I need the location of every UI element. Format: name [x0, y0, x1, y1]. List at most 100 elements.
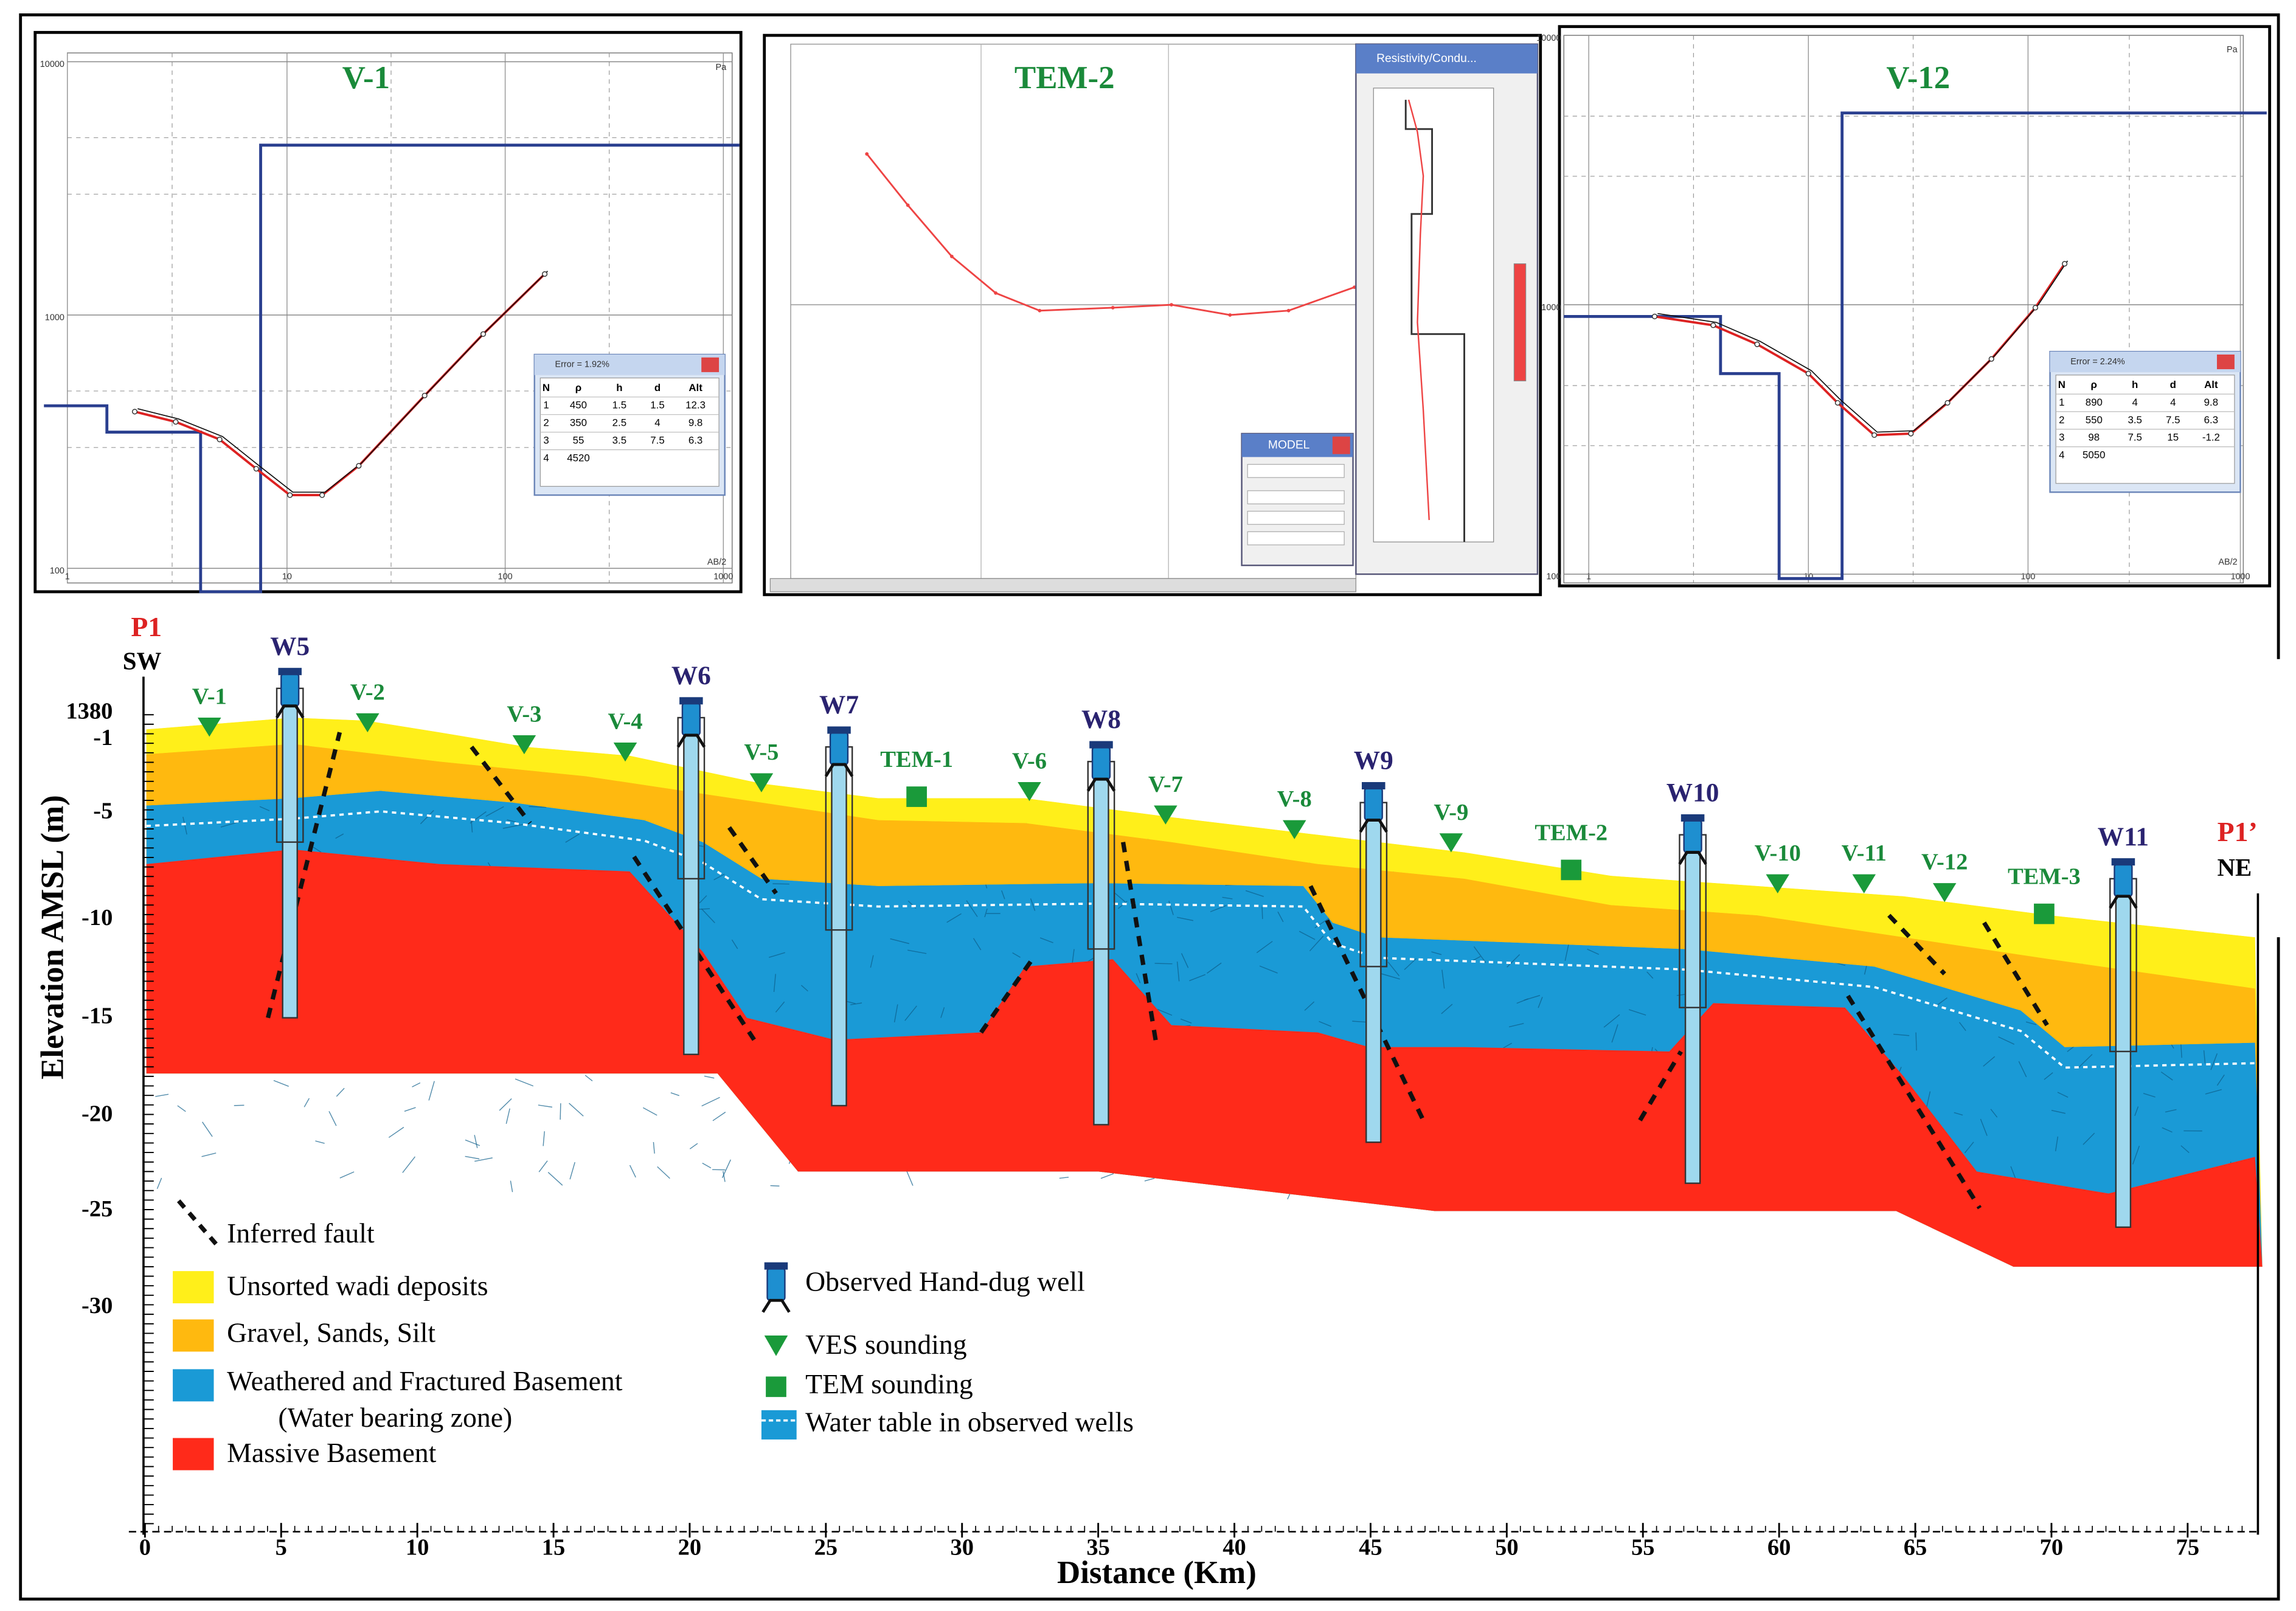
fracture	[538, 1160, 548, 1173]
inset-title: V-12	[1886, 60, 1950, 95]
fracture	[1001, 890, 1005, 899]
close-button	[2216, 354, 2235, 370]
fracture	[1059, 1176, 1069, 1179]
y-tick-label: -15	[82, 1003, 113, 1028]
legend-swatch	[173, 1438, 214, 1471]
legend-label: Water table in observed wells	[805, 1406, 1134, 1437]
table-cell: 98	[2088, 432, 2100, 443]
fracture	[1431, 951, 1442, 955]
curve-point	[1170, 303, 1173, 307]
table-cell: 450	[570, 400, 587, 411]
window-plot	[1373, 88, 1494, 542]
ves-label: V-12	[1921, 850, 1968, 875]
ves-marker	[1018, 781, 1041, 802]
y-tick-label: -25	[82, 1196, 113, 1222]
fracture	[201, 1152, 217, 1157]
fracture	[850, 1002, 862, 1005]
well-icon	[679, 697, 703, 705]
table-cell: 1	[2059, 397, 2064, 408]
fracture	[428, 1081, 435, 1101]
curve-point	[1286, 308, 1291, 313]
inferred-fault	[1982, 921, 2049, 1027]
well-icon	[1359, 819, 1388, 833]
x-tick-label: 45	[1359, 1534, 1382, 1560]
well-label: W8	[1081, 705, 1121, 734]
fracture	[2143, 1093, 2156, 1098]
model-curve	[1564, 111, 2267, 580]
x-tick-label: 15	[542, 1534, 566, 1560]
fracture	[1277, 911, 1284, 923]
table-titlebar	[534, 354, 725, 375]
well-icon	[681, 702, 701, 736]
x-tick-label: 75	[2176, 1534, 2200, 1560]
fracture	[388, 1126, 404, 1138]
fracture	[775, 1001, 785, 1013]
window-title: Resistivity/Condu...	[1376, 52, 1477, 65]
fracture	[689, 1143, 698, 1149]
profile-start: P1	[131, 611, 162, 642]
ves-marker	[512, 735, 536, 755]
fracture	[712, 1112, 726, 1121]
well-icon	[827, 726, 851, 734]
fracture	[2018, 1061, 2027, 1078]
fracture	[560, 1103, 561, 1120]
table-cell: 4	[2059, 449, 2064, 461]
table-cell: 2	[543, 417, 549, 429]
well-shaft	[683, 716, 699, 1055]
gravel-sands-silt	[146, 744, 2255, 1047]
well-shaft	[1093, 761, 1109, 1126]
x-tick-label: 100	[2020, 572, 2035, 582]
fracture	[1261, 907, 1263, 920]
inferred-fault	[1887, 913, 1946, 975]
fracture	[339, 1171, 355, 1179]
legend-label: Inferred fault	[227, 1218, 375, 1249]
fracture	[1603, 1014, 1620, 1028]
fracture	[2134, 1106, 2139, 1116]
model-curve	[44, 144, 740, 594]
ves-label: V-1	[192, 684, 227, 710]
inferred-fault	[979, 958, 1035, 1034]
fracture	[1980, 1118, 1988, 1136]
x-tick-label: 40	[1223, 1534, 1246, 1560]
x-axis-title: Distance (Km)	[1057, 1555, 1257, 1590]
fracture	[713, 873, 725, 881]
inset-title: V-1	[342, 60, 390, 95]
fracture	[1964, 1142, 1974, 1154]
table-cell: 4	[2132, 397, 2137, 408]
fracture	[1990, 1109, 1998, 1118]
table-header: d	[2170, 379, 2176, 390]
legend-tem	[766, 1376, 786, 1398]
inferred-fault	[1308, 885, 1426, 1121]
fracture	[402, 1156, 415, 1173]
fracture	[1404, 958, 1417, 971]
ves-marker	[1766, 874, 1789, 893]
table-header: h	[2132, 379, 2138, 390]
well-icon	[1089, 741, 1113, 749]
table-cell: 55	[573, 434, 584, 446]
table-cell: 12.3	[685, 400, 706, 411]
x-tick-label: 100	[498, 572, 513, 582]
fracture	[1983, 1056, 1996, 1067]
ves-label: V-5	[744, 740, 779, 765]
y-tick-label: -1	[93, 725, 113, 750]
table-cell: 2	[2059, 414, 2064, 426]
x-tick-label: 20	[678, 1534, 702, 1560]
fracture	[1299, 930, 1316, 940]
tem-label: TEM-1	[880, 747, 953, 772]
table-caption: Error = 2.24%	[2070, 357, 2125, 367]
fracture	[335, 833, 344, 839]
fracture	[906, 1169, 914, 1186]
ves-marker	[613, 742, 637, 762]
y-tick-label: -30	[82, 1293, 113, 1318]
window-titlebar	[1356, 44, 1538, 74]
table-header: ρ	[2091, 379, 2097, 390]
ves-label: V-8	[1277, 786, 1312, 812]
data-point	[1651, 313, 1658, 319]
y-unit: Pa	[2227, 45, 2238, 55]
fracture	[1157, 1008, 1173, 1016]
fracture	[507, 819, 516, 823]
legend-label: Unsorted wadi deposits	[227, 1270, 488, 1301]
fracture	[1503, 1042, 1513, 1048]
fracture	[907, 949, 927, 954]
table-cell: 1	[543, 400, 549, 411]
